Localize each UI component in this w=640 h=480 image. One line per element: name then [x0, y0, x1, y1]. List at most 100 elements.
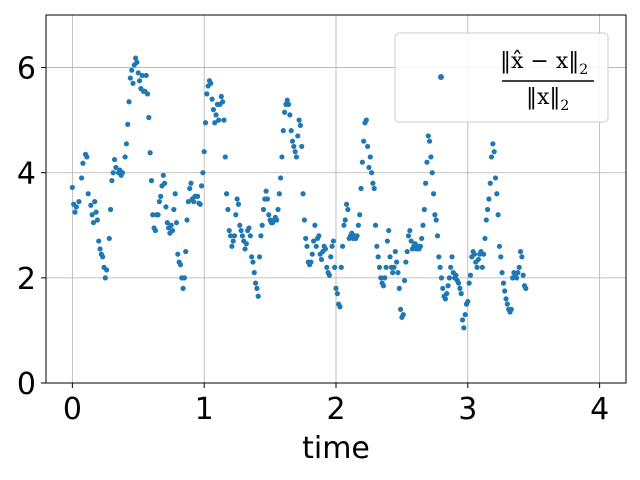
data-point [299, 143, 305, 150]
data-point [500, 280, 507, 286]
data-point [520, 272, 526, 278]
data-point [479, 264, 485, 270]
data-point [442, 296, 449, 302]
data-point [417, 243, 423, 249]
data-point [107, 206, 114, 213]
legend-denominator: ‖x‖2 [526, 85, 569, 114]
data-point [396, 285, 402, 291]
data-point [386, 227, 392, 234]
data-point [397, 306, 404, 312]
data-point [471, 251, 478, 257]
data-point [97, 246, 103, 252]
data-point [198, 183, 205, 189]
data-point [197, 201, 203, 207]
data-point [139, 72, 145, 79]
data-point [445, 283, 451, 289]
data-point [370, 180, 376, 186]
data-point [279, 154, 285, 160]
data-point [341, 222, 347, 228]
data-point [288, 128, 294, 134]
legend-denominator-sub: 2 [560, 98, 569, 114]
data-point [384, 238, 391, 244]
data-point [438, 275, 445, 281]
data-point [256, 254, 263, 260]
y-tick-label: 6 [17, 52, 36, 87]
data-point [280, 128, 286, 134]
data-point [300, 191, 306, 197]
data-point [466, 280, 472, 286]
data-point [223, 191, 230, 197]
data-point [292, 149, 298, 155]
data-point [361, 138, 367, 144]
data-point [136, 78, 143, 84]
data-point [289, 138, 296, 144]
data-point [183, 248, 189, 255]
data-point [221, 117, 227, 123]
data-point [102, 275, 108, 281]
data-point [246, 225, 252, 231]
data-point [296, 117, 302, 123]
data-point [372, 222, 379, 228]
data-point [326, 272, 333, 278]
data-point [187, 185, 193, 192]
data-point [301, 217, 307, 223]
y-tick-label: 2 [17, 262, 36, 297]
data-point [333, 285, 339, 291]
data-point [491, 149, 497, 155]
data-point [508, 306, 514, 312]
data-point [285, 101, 292, 107]
data-point [104, 267, 110, 273]
data-point [428, 154, 434, 160]
data-point [467, 272, 474, 278]
legend-numerator-sub: 2 [579, 62, 588, 78]
data-point [432, 212, 438, 218]
data-point [516, 264, 522, 270]
data-point [208, 80, 214, 86]
data-point [310, 238, 317, 244]
data-point [278, 175, 284, 181]
data-point [233, 212, 239, 218]
data-point [405, 233, 412, 239]
data-point [390, 270, 396, 276]
data-point [129, 67, 135, 73]
x-tick-label: 3 [458, 392, 477, 427]
data-point [276, 191, 282, 197]
data-point [85, 191, 91, 197]
data-point [113, 164, 119, 171]
data-point [184, 217, 190, 223]
data-point [156, 199, 162, 205]
data-point [324, 264, 330, 270]
data-point [403, 259, 409, 265]
data-point [191, 199, 197, 205]
data-point [503, 296, 509, 302]
data-point [343, 201, 350, 207]
data-point [111, 156, 118, 163]
data-point [334, 291, 340, 297]
data-point [263, 188, 269, 194]
data-point [483, 217, 489, 223]
data-points [69, 55, 529, 331]
data-point [499, 270, 505, 276]
data-point [216, 117, 222, 123]
data-point [392, 248, 398, 255]
data-point [274, 217, 280, 223]
data-point [486, 196, 492, 202]
data-point [366, 164, 372, 171]
data-point [429, 170, 435, 176]
data-point [376, 264, 383, 270]
data-point [419, 235, 425, 242]
data-point [519, 254, 525, 260]
data-point [88, 202, 94, 208]
data-point [408, 238, 414, 244]
data-point [238, 227, 244, 234]
data-point [259, 222, 265, 228]
data-point [226, 227, 232, 234]
data-point [322, 246, 329, 252]
data-point [126, 99, 132, 105]
data-point [359, 159, 365, 165]
data-point [498, 254, 504, 260]
data-point [255, 293, 261, 299]
y-tick-label: 4 [17, 157, 36, 192]
data-point [345, 206, 351, 213]
